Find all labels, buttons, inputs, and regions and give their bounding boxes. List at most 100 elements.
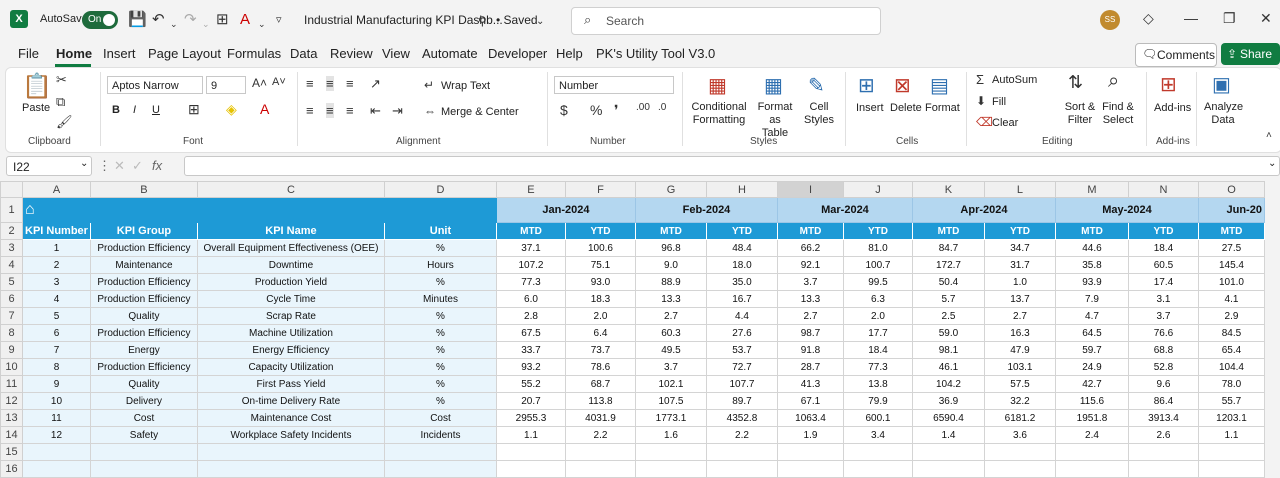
align-center-icon[interactable]: ≡ (326, 103, 334, 118)
value-cell[interactable]: 103.1 (983, 358, 1056, 376)
value-cell[interactable]: 78.6 (564, 358, 636, 376)
find-select-icon[interactable]: ⌕ (1108, 70, 1120, 92)
clear-icon[interactable]: ⌫ (976, 115, 993, 129)
unit-cell[interactable]: Hours (383, 256, 497, 274)
kpi-group-cell[interactable]: Production Efficiency (89, 273, 198, 291)
kpi-name-cell[interactable]: Maintenance Cost (196, 409, 385, 427)
value-cell[interactable]: 28.7 (776, 358, 844, 376)
header-mtd[interactable]: MTD (1197, 222, 1265, 240)
menu-file[interactable]: File (18, 46, 39, 61)
menu-page-layout[interactable]: Page Layout (148, 46, 222, 61)
value-cell[interactable]: 2.4 (1054, 426, 1129, 444)
value-cell[interactable]: 67.5 (495, 324, 566, 342)
value-cell[interactable]: 1.1 (1197, 426, 1265, 444)
month-header[interactable]: Feb-2024 (634, 197, 778, 223)
value-cell[interactable]: 13.8 (842, 375, 913, 393)
value-cell[interactable]: 50.4 (911, 273, 985, 291)
value-cell[interactable]: 66.2 (776, 239, 844, 257)
value-cell[interactable]: 2.9 (1197, 307, 1265, 325)
header-mtd[interactable]: MTD (1054, 222, 1129, 240)
column-header[interactable]: H (705, 181, 778, 198)
month-header[interactable]: May-2024 (1054, 197, 1199, 223)
value-cell[interactable]: 98.7 (776, 324, 844, 342)
banner-cell[interactable] (196, 197, 385, 223)
column-header[interactable]: F (564, 181, 636, 198)
sensitivity-icon[interactable]: ⚲ (478, 14, 487, 28)
value-cell[interactable]: 115.6 (1054, 392, 1129, 410)
header-ytd[interactable]: YTD (983, 222, 1056, 240)
value-cell[interactable]: 9.6 (1127, 375, 1199, 393)
header-mtd[interactable]: MTD (776, 222, 844, 240)
unit-cell[interactable]: % (383, 358, 497, 376)
value-cell[interactable]: 68.8 (1127, 341, 1199, 359)
avatar[interactable]: SS (1100, 10, 1120, 30)
kpi-group-cell[interactable]: Quality (89, 307, 198, 325)
unit-cell[interactable]: % (383, 392, 497, 410)
addins-button[interactable]: Add-ins (1154, 102, 1192, 114)
menu-help[interactable]: Help (556, 46, 583, 61)
insert-cells-button[interactable]: Insert (856, 102, 884, 114)
empty-cell[interactable] (634, 443, 707, 461)
value-cell[interactable]: 1.0 (983, 273, 1056, 291)
value-cell[interactable]: 3.7 (776, 273, 844, 291)
empty-cell[interactable] (776, 443, 844, 461)
autosum-button[interactable]: AutoSum (992, 74, 1038, 86)
more-icon[interactable]: ⋮ (98, 158, 111, 173)
row-header[interactable]: 6 (0, 290, 23, 308)
bold-button[interactable]: B (112, 104, 120, 116)
value-cell[interactable]: 73.7 (564, 341, 636, 359)
analyze-data-icon[interactable]: ▣ (1212, 74, 1231, 96)
kpi-number-cell[interactable]: 2 (22, 256, 91, 274)
unit-cell[interactable]: % (383, 273, 497, 291)
empty-cell[interactable] (383, 443, 497, 461)
menu-insert[interactable]: Insert (103, 46, 136, 61)
expand-formula-icon[interactable]: ⌄ (1268, 158, 1277, 169)
value-cell[interactable]: 16.7 (705, 290, 778, 308)
kpi-number-cell[interactable]: 12 (22, 426, 91, 444)
value-cell[interactable]: 31.7 (983, 256, 1056, 274)
value-cell[interactable]: 47.9 (983, 341, 1056, 359)
empty-cell[interactable] (983, 460, 1056, 478)
close-icon[interactable]: ✕ (1260, 10, 1272, 26)
paste-icon[interactable]: 📋 (22, 73, 52, 100)
conditional-formatting-icon[interactable]: ▦ (708, 75, 727, 97)
redo-dropdown-icon[interactable]: ⌄ (202, 19, 210, 29)
unit-cell[interactable]: Incidents (383, 426, 497, 444)
menu-home[interactable]: Home (56, 46, 93, 61)
align-middle-icon[interactable]: ≡ (326, 76, 334, 91)
value-cell[interactable]: 27.5 (1197, 239, 1265, 257)
align-left-icon[interactable]: ≡ (306, 103, 314, 118)
underline-button[interactable]: U (152, 104, 160, 116)
delete-cells-button[interactable]: Delete (890, 102, 922, 114)
unit-cell[interactable]: % (383, 341, 497, 359)
empty-cell[interactable] (634, 460, 707, 478)
format-cells-button[interactable]: Format (925, 102, 960, 114)
value-cell[interactable]: 4031.9 (564, 409, 636, 427)
value-cell[interactable]: 99.5 (842, 273, 913, 291)
kpi-number-cell[interactable]: 8 (22, 358, 91, 376)
kpi-name-cell[interactable]: Energy Efficiency (196, 341, 385, 359)
value-cell[interactable]: 55.2 (495, 375, 566, 393)
document-title[interactable]: Industrial Manufacturing KPI Dashb... (304, 13, 503, 27)
row-header[interactable]: 9 (0, 341, 23, 359)
unit-cell[interactable]: % (383, 307, 497, 325)
find-select-button[interactable]: Find & Select (1100, 101, 1136, 127)
row-header[interactable]: 1 (0, 197, 23, 223)
menu-formulas[interactable]: Formulas (227, 46, 282, 61)
value-cell[interactable]: 37.1 (495, 239, 566, 257)
value-cell[interactable]: 13.7 (983, 290, 1056, 308)
fill-icon[interactable]: ⬇ (976, 94, 987, 108)
kpi-number-cell[interactable]: 11 (22, 409, 91, 427)
value-cell[interactable]: 3.7 (1127, 307, 1199, 325)
value-cell[interactable]: 60.5 (1127, 256, 1199, 274)
outdent-icon[interactable]: ⇥ (392, 103, 403, 118)
value-cell[interactable]: 93.9 (1054, 273, 1129, 291)
value-cell[interactable]: 64.5 (1054, 324, 1129, 342)
value-cell[interactable]: 4.7 (1054, 307, 1129, 325)
kpi-name-cell[interactable]: Capacity Utilization (196, 358, 385, 376)
kpi-group-cell[interactable]: Safety (89, 426, 198, 444)
empty-cell[interactable] (911, 443, 985, 461)
value-cell[interactable]: 75.1 (564, 256, 636, 274)
align-right-icon[interactable]: ≡ (346, 103, 354, 118)
value-cell[interactable]: 4.4 (705, 307, 778, 325)
